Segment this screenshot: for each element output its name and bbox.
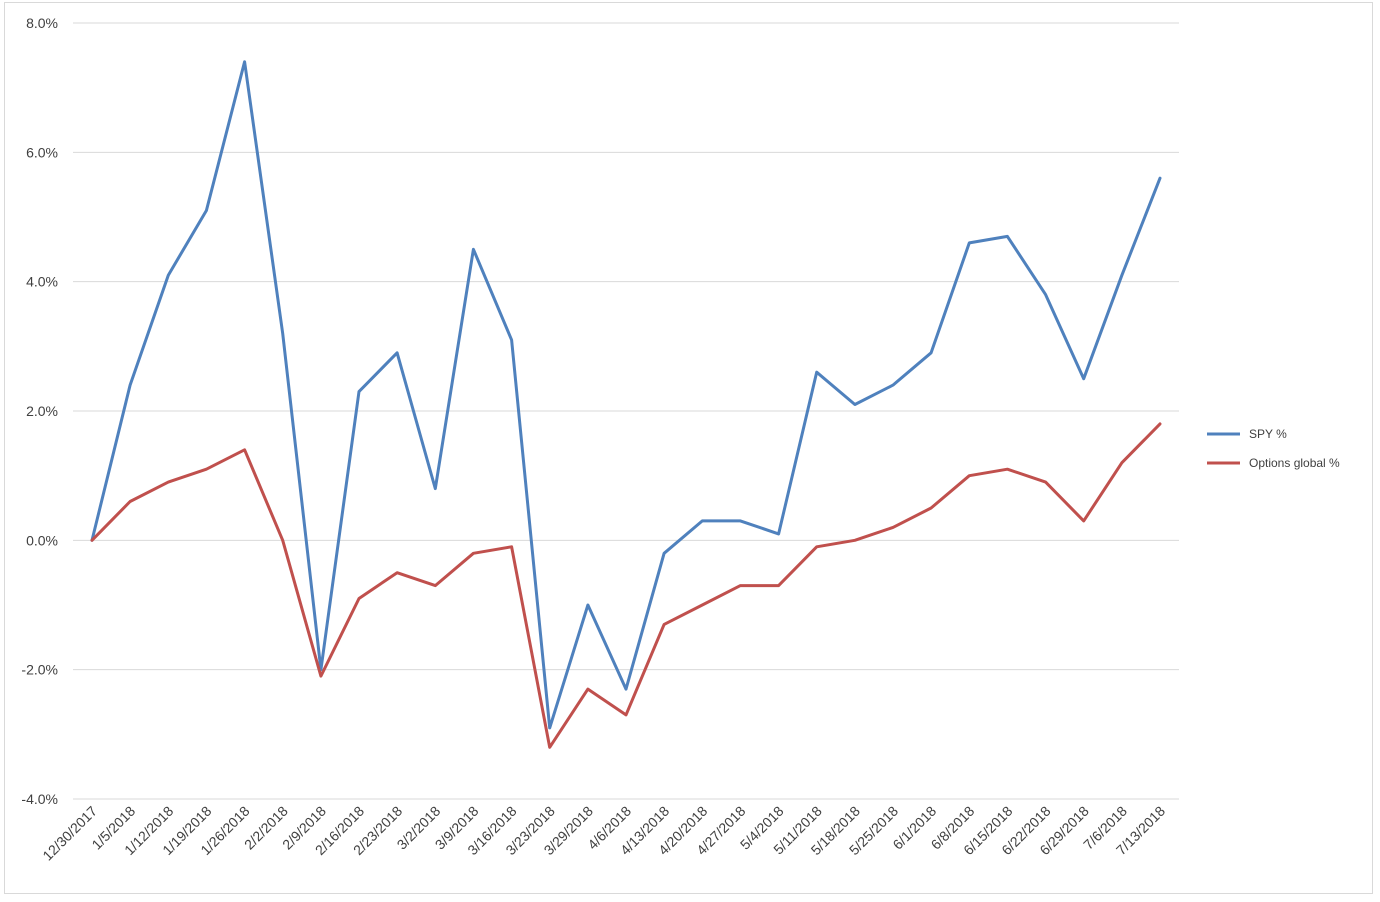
gridlines	[73, 22, 1179, 800]
legend-label: Options global %	[1249, 456, 1340, 470]
series-line-0	[90, 60, 1162, 730]
series-line-1	[90, 422, 1162, 749]
y-tick-label: 8.0%	[26, 15, 58, 31]
y-tick-label: -2.0%	[21, 662, 58, 678]
y-tick-label: -4.0%	[21, 791, 58, 807]
x-tick-label: 12/30/2017	[39, 803, 100, 864]
legend-label: SPY %	[1249, 427, 1287, 441]
legend: SPY % Options global %	[1207, 427, 1340, 470]
x-axis-tick-labels: 12/30/20171/5/20181/12/20181/19/20181/26…	[39, 803, 1168, 864]
y-tick-label: 2.0%	[26, 403, 58, 419]
series-lines	[90, 60, 1162, 749]
chart-area	[4, 2, 1373, 894]
y-tick-label: 0.0%	[26, 532, 58, 548]
y-tick-label: 4.0%	[26, 274, 58, 290]
y-axis-tick-labels: -4.0% -2.0% 0.0% 2.0% 4.0% 6.0% 8.0%	[21, 15, 58, 807]
y-tick-label: 6.0%	[26, 144, 58, 160]
